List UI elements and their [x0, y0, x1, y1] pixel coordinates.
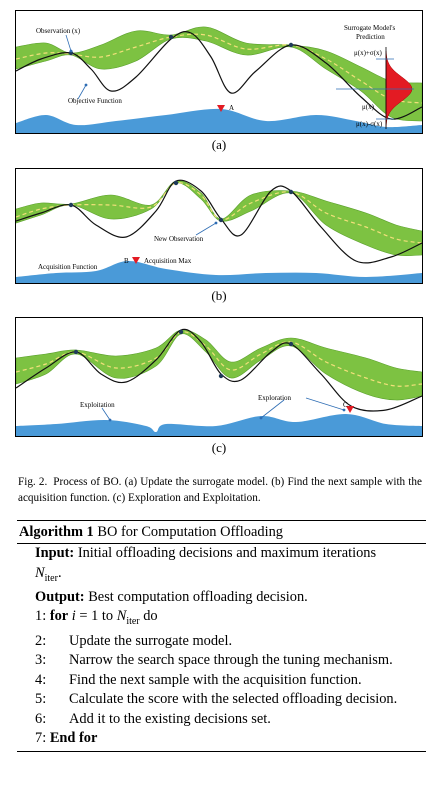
label-marker-a: A — [229, 104, 234, 112]
algorithm-step-6: 6: Add it to the existing decisions set. — [17, 710, 426, 730]
panel-a-arrow-1 — [66, 35, 71, 51]
algorithm-step-4: 4: Find the next sample with the acquisit… — [17, 671, 426, 691]
panel-a-arrow-head-2 — [85, 84, 88, 87]
output-label: Output: — [35, 589, 85, 605]
algorithm-title-text: BO for Computation Offloading — [97, 524, 283, 540]
step-1-keyword: for — [50, 608, 68, 624]
algorithm-step-2: 2: Update the surrogate model. — [17, 632, 426, 652]
step-3-text: Narrow the search space through the tuni… — [69, 652, 393, 668]
panel-b-confidence-band — [16, 181, 422, 256]
label-acquisition-max: Acquisition Max — [144, 257, 192, 265]
panel-b-arrow-head-1 — [215, 222, 218, 225]
algorithm-step-5: 5: Calculate the score with the selected … — [17, 690, 426, 710]
step-7-keyword: End for — [50, 730, 98, 746]
panel-c-observation-point-1 — [74, 350, 78, 354]
panel-b-observation-point-2 — [174, 181, 178, 185]
caption-label: Fig. 2. — [18, 476, 47, 488]
step-6-num: 6: — [35, 710, 69, 730]
algorithm-step-1: 1: for i = 1 to Niter do — [17, 607, 426, 631]
panel-c-confidence-band — [16, 330, 422, 400]
panel-a-arrow-head-1 — [70, 50, 73, 53]
label-exploration: Exploration — [258, 394, 292, 402]
label-marker-c: C — [343, 401, 348, 409]
label-surrogate-title-2: Prediction — [356, 33, 385, 41]
panel-c-arrow-2 — [261, 400, 284, 418]
label-objective-function: Objective Function — [68, 97, 122, 105]
panel-b-observation-point-4 — [289, 190, 293, 194]
label-acquisition-function: Acquisition Function — [38, 263, 98, 271]
panel-c-observation-point-4 — [289, 342, 293, 346]
input-text: Initial offloading decisions and maximum… — [78, 545, 376, 561]
algorithm-input: Input: Initial offloading decisions and … — [17, 544, 426, 588]
panel-c-arrow-3 — [306, 398, 344, 410]
panel-a-observation-point-2 — [169, 35, 173, 39]
input-end: . — [58, 565, 62, 581]
algorithm-step-7: 7: End for — [17, 729, 426, 749]
step-4-text: Find the next sample with the acquisitio… — [69, 672, 362, 688]
panel-c-arrow-head-1 — [109, 419, 112, 422]
output-text: Best computation offloading decision. — [88, 589, 308, 605]
panel-c-observation-point-3 — [219, 374, 223, 378]
algorithm-output: Output: Best computation offloading deci… — [17, 588, 426, 608]
sublabel-b: (b) — [0, 288, 438, 304]
input-sub: iter — [45, 572, 58, 583]
algorithm-bottom-rule — [17, 751, 426, 752]
panel-a: Observation (x) Objective Function Surro… — [15, 10, 423, 134]
input-var: N — [35, 565, 45, 581]
step-6-text: Add it to the existing decisions set. — [69, 711, 271, 727]
step-1-num: 1: — [35, 608, 46, 624]
step-5-text: Calculate the score with the selected of… — [69, 691, 397, 707]
label-mu-plus-sigma: μ(x)+σ(x) — [354, 49, 382, 57]
step-3-num: 3: — [35, 651, 69, 671]
step-2-text: Update the surrogate model. — [69, 633, 232, 649]
algorithm-title: Algorithm 1 BO for Computation Offloadin… — [17, 521, 426, 543]
panel-c-arrow-1 — [102, 408, 110, 420]
label-marker-b: B — [124, 257, 129, 265]
caption-text: Process of BO. (a) Update the surrogate … — [18, 476, 422, 504]
step-4-num: 4: — [35, 671, 69, 691]
label-observation: Observation (x) — [36, 27, 81, 35]
input-label: Input: — [35, 545, 74, 561]
label-mu-minus-sigma: μ(x)-σ(x) — [356, 120, 383, 128]
step-2-num: 2: — [35, 632, 69, 652]
algorithm-box: Algorithm 1 BO for Computation Offloadin… — [17, 520, 426, 752]
panel-b-plot: New Observation Acquisition Function B A… — [16, 169, 422, 283]
figure-caption: Fig. 2. Process of BO. (a) Update the sur… — [18, 474, 422, 506]
panel-c: Exploitation Exploration C — [15, 317, 423, 437]
label-mu: μ(x) — [362, 103, 375, 111]
panel-c-acquisition-area — [16, 414, 422, 436]
step-7-num: 7: — [35, 730, 46, 746]
step-1-sub: iter — [126, 616, 139, 627]
panel-c-plot: Exploitation Exploration C — [16, 318, 422, 436]
step-1-end: do — [140, 608, 158, 624]
algorithm-step-3: 3: Narrow the search space through the tu… — [17, 651, 426, 671]
panel-b-arrow-1 — [196, 223, 216, 235]
panel-b: New Observation Acquisition Function B A… — [15, 168, 423, 284]
step-1-var2: N — [117, 608, 127, 624]
panel-c-arrow-head-3 — [343, 409, 346, 412]
sublabel-c: (c) — [0, 440, 438, 456]
panel-a-plot: Observation (x) Objective Function Surro… — [16, 11, 422, 133]
sublabel-a: (a) — [0, 137, 438, 153]
panel-c-arrow-head-2 — [260, 417, 263, 420]
algorithm-name: Algorithm 1 — [19, 524, 94, 540]
step-1-rest: = 1 to — [76, 608, 117, 624]
label-surrogate-title-1: Surrogate Model's — [344, 24, 396, 32]
label-new-observation: New Observation — [154, 235, 204, 243]
panel-b-observation-point-1 — [69, 203, 73, 207]
panel-b-observation-point-3 — [219, 218, 223, 222]
panel-a-observation-point-3 — [289, 43, 293, 47]
panel-c-observation-point-2 — [179, 330, 183, 334]
label-exploitation: Exploitation — [80, 401, 115, 409]
step-5-num: 5: — [35, 690, 69, 710]
